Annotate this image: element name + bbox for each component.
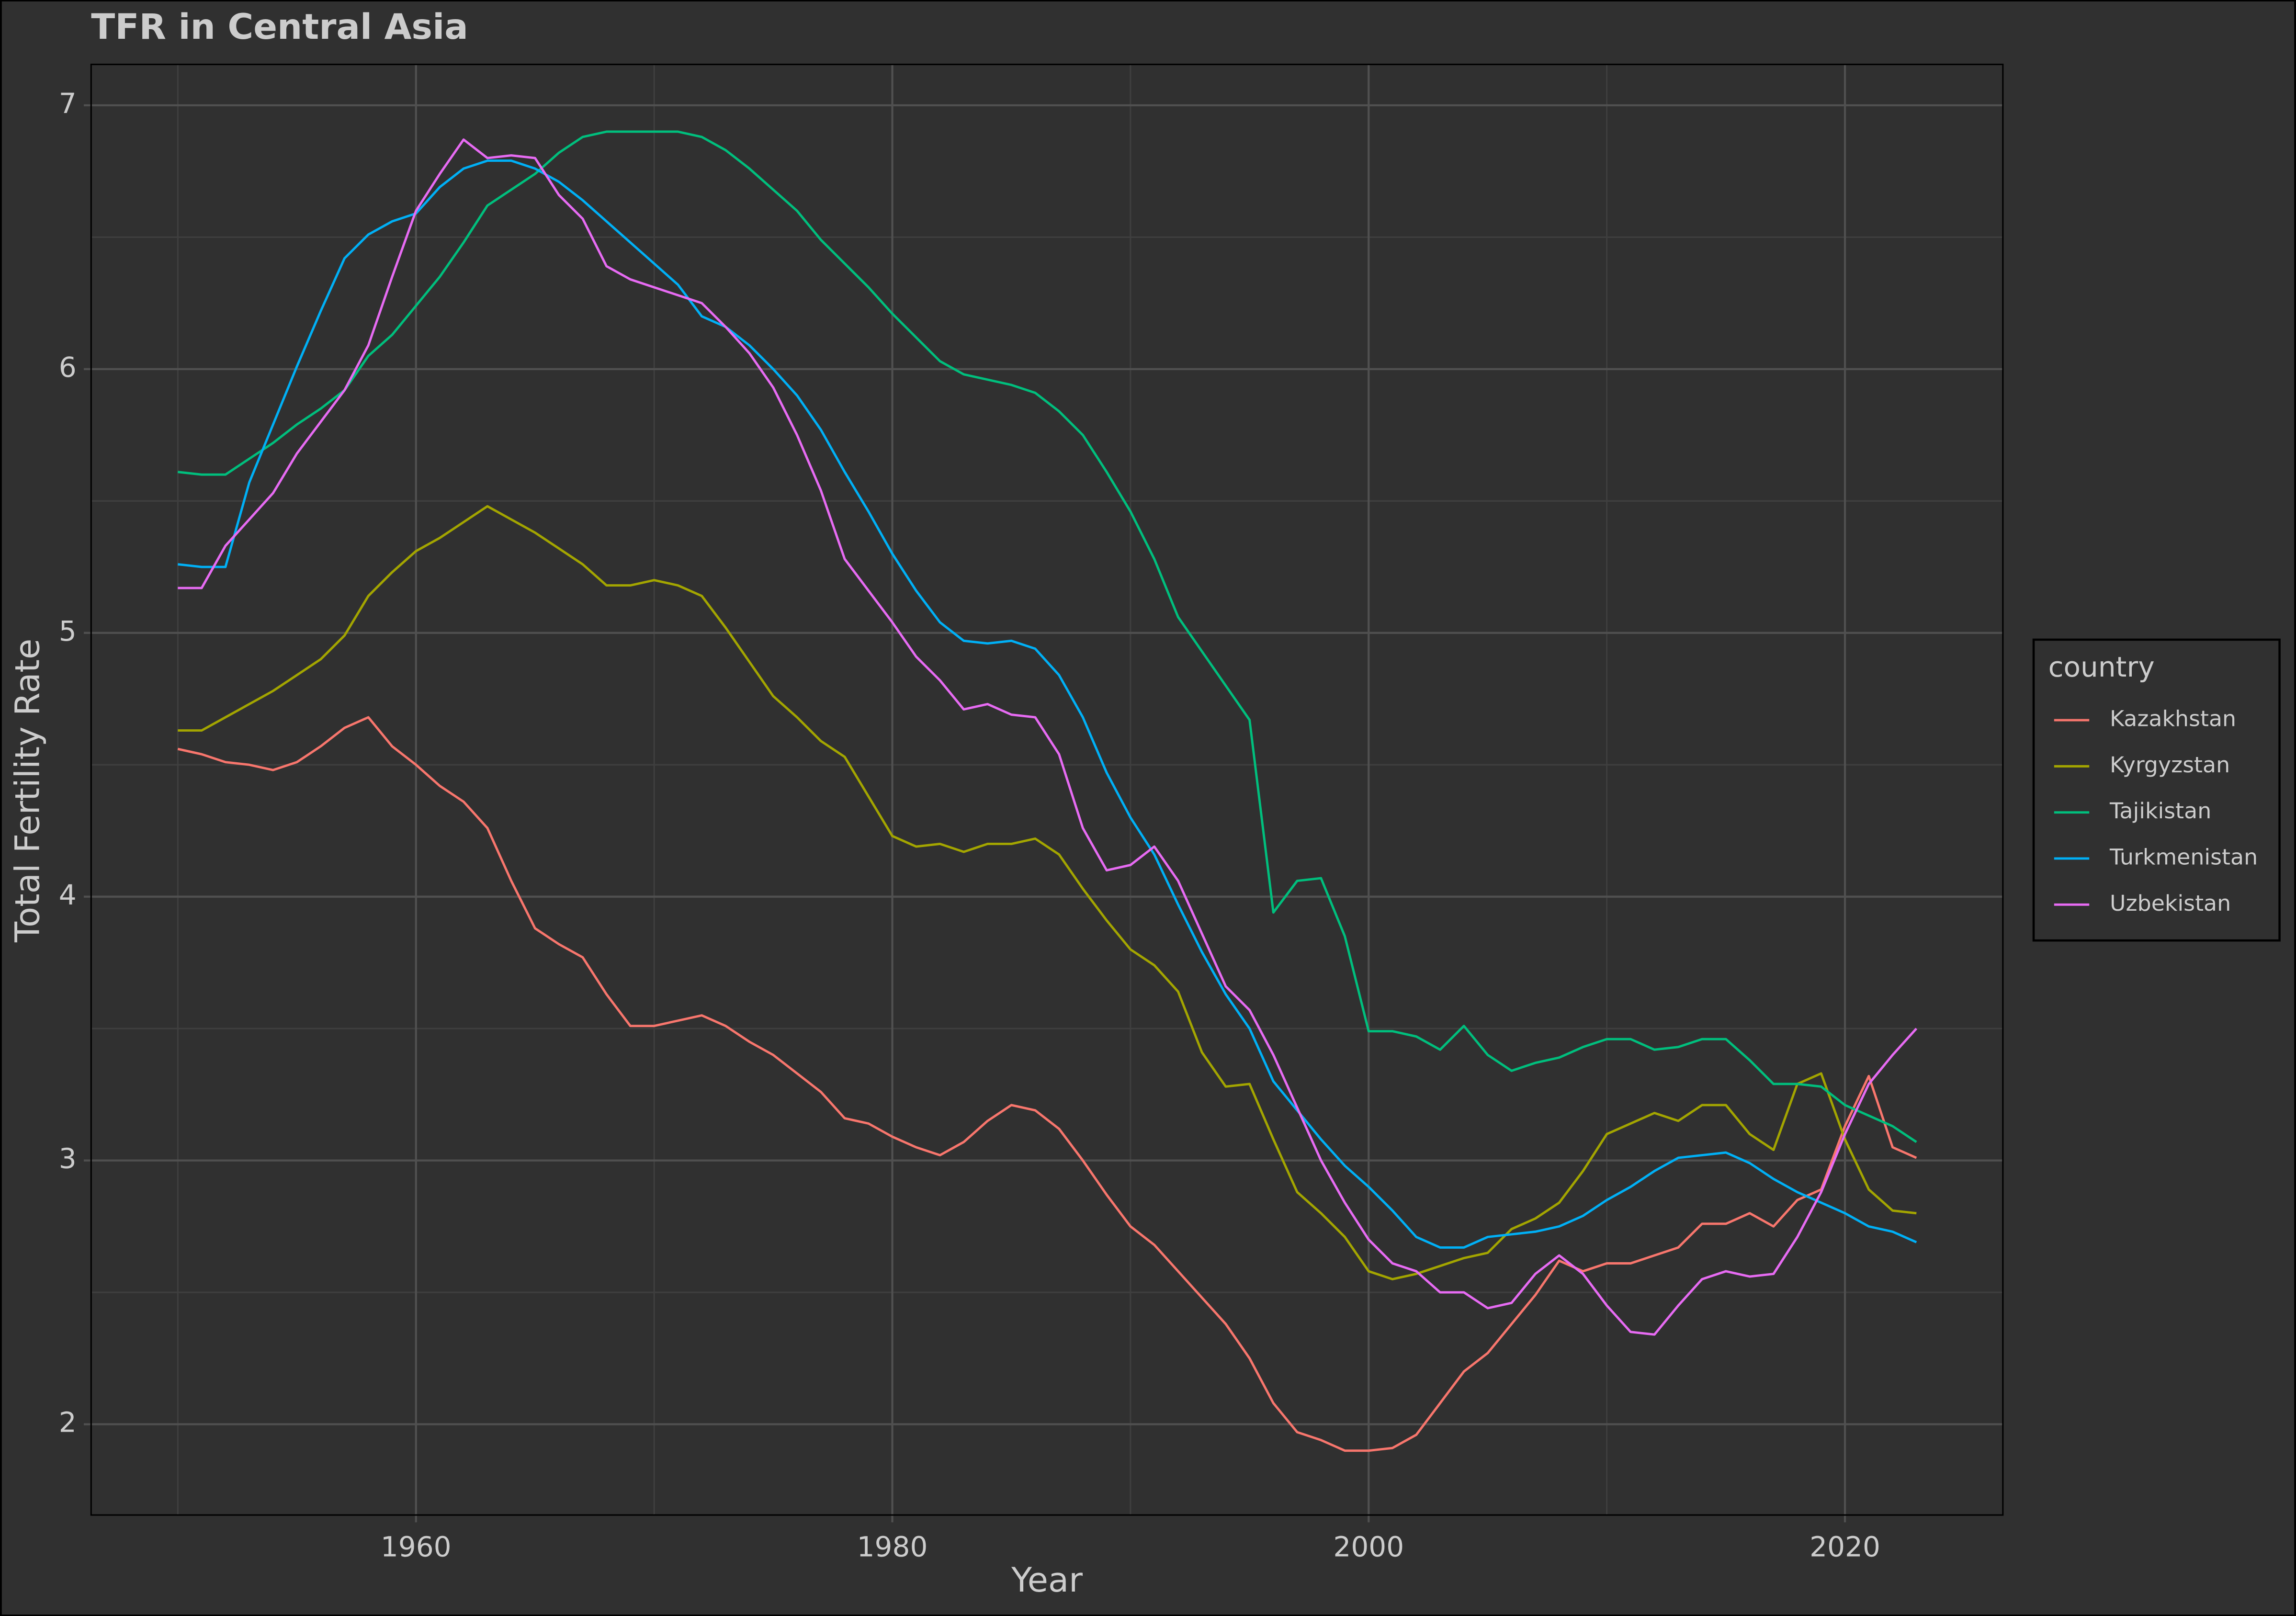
y-tick-label: 6 bbox=[59, 351, 77, 384]
series-line bbox=[177, 716, 1917, 1452]
x-tick-label: 1960 bbox=[381, 1530, 452, 1563]
y-tick-label: 3 bbox=[59, 1142, 77, 1175]
x-tick-label: 1980 bbox=[857, 1530, 928, 1563]
series-line bbox=[178, 130, 1917, 1143]
panel-border bbox=[90, 63, 2004, 1516]
y-tick-label: 2 bbox=[59, 1406, 77, 1439]
y-tick-label: 7 bbox=[59, 87, 77, 120]
legend-label: Turkmenistan bbox=[2109, 844, 2258, 870]
legend-label: Kyrgyzstan bbox=[2110, 752, 2230, 778]
y-axis-label: Total Fertility Rate bbox=[8, 639, 47, 943]
legend-label: Tajikistan bbox=[2109, 798, 2211, 824]
series-line bbox=[178, 505, 1917, 1280]
x-tick-label: 2000 bbox=[1333, 1530, 1404, 1563]
legend-box bbox=[2032, 638, 2281, 942]
panel bbox=[91, 64, 2003, 1515]
x-axis-label: Year bbox=[1011, 1560, 1083, 1600]
legend: country Kazakhstan Kyrgyzstan Tajikistan Tur… bbox=[2032, 638, 2281, 942]
lines bbox=[177, 130, 1918, 1452]
legend-title: country bbox=[2048, 651, 2155, 683]
legend-label: Kazakhstan bbox=[2110, 706, 2236, 732]
x-tick-label: 2020 bbox=[1810, 1530, 1880, 1563]
y-tick-label: 5 bbox=[59, 615, 77, 647]
legend-label: Uzbekistan bbox=[2110, 890, 2231, 916]
chart-title: TFR in Central Asia bbox=[91, 7, 468, 47]
series-line bbox=[178, 159, 1917, 1249]
series-line bbox=[178, 138, 1918, 1336]
y-tick-label: 4 bbox=[59, 879, 77, 911]
